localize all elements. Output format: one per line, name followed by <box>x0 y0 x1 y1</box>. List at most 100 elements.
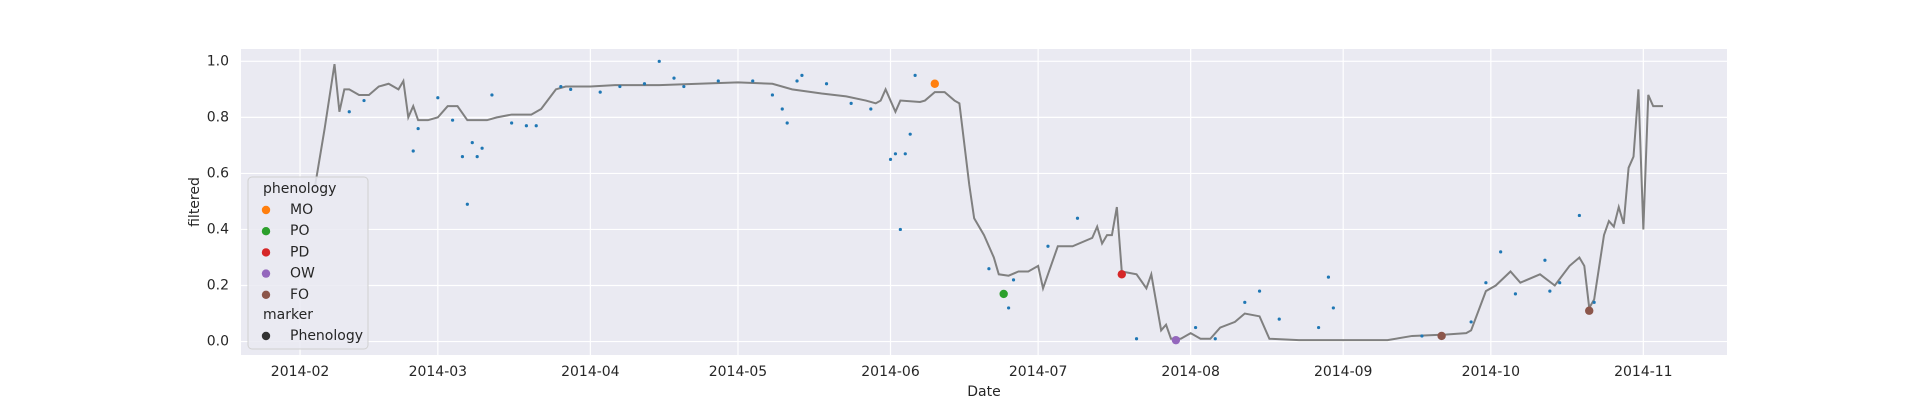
point <box>913 73 917 77</box>
phenology-point <box>1585 306 1594 315</box>
phenology-point <box>999 289 1008 299</box>
x-tick-label: 2014-02 <box>271 364 330 380</box>
point <box>824 82 829 86</box>
point <box>347 110 351 114</box>
x-tick-label: 2014-03 <box>409 364 468 380</box>
point <box>465 202 469 206</box>
x-tick-label: 2014-04 <box>561 364 620 380</box>
point <box>362 98 366 103</box>
point <box>598 90 602 94</box>
point <box>450 118 455 122</box>
point <box>849 101 853 105</box>
phenology-point <box>1437 331 1446 341</box>
point <box>780 107 784 111</box>
point <box>1592 300 1596 304</box>
point <box>618 84 622 89</box>
point <box>751 79 755 83</box>
point <box>1046 244 1050 248</box>
legend-marker <box>261 331 271 341</box>
point <box>480 146 484 150</box>
point <box>569 87 573 91</box>
point <box>534 124 538 128</box>
y-tick-label: 0.8 <box>207 109 229 125</box>
point <box>510 121 514 125</box>
legend-title: phenology <box>263 181 336 197</box>
legend-marker <box>261 227 271 236</box>
legend-label: FO <box>290 287 309 303</box>
point <box>987 267 991 271</box>
point <box>524 124 528 128</box>
legend-label: PO <box>290 223 309 239</box>
legend: phenology MO PO PD OW FO marker Phenology <box>247 176 369 350</box>
point <box>436 96 440 100</box>
y-tick-label: 0.4 <box>207 221 229 237</box>
legend-marker <box>261 290 271 299</box>
point <box>1420 334 1424 338</box>
y-axis-label: filtered <box>187 177 203 227</box>
point <box>1075 216 1080 220</box>
x-tick-label: 2014-07 <box>1009 364 1068 380</box>
x-tick-label: 2014-10 <box>1462 364 1521 380</box>
x-tick-label: 2014-08 <box>1161 364 1220 380</box>
legend-label: Phenology <box>290 328 363 344</box>
point <box>898 227 902 232</box>
point <box>1469 320 1473 324</box>
point <box>1577 213 1581 218</box>
point <box>416 126 420 131</box>
legend-marker <box>261 205 271 215</box>
point <box>869 107 873 111</box>
point <box>1257 289 1262 293</box>
point <box>770 93 775 97</box>
phenology-point <box>1171 335 1181 345</box>
point <box>460 155 465 159</box>
point <box>1513 292 1518 296</box>
point <box>1193 325 1198 330</box>
legend-title: marker <box>263 307 313 323</box>
point <box>470 140 474 145</box>
x-tick-label: 2014-09 <box>1314 364 1373 380</box>
legend-box <box>247 176 369 350</box>
point <box>642 82 647 86</box>
point <box>1558 281 1562 285</box>
point <box>682 84 686 89</box>
point <box>795 79 799 83</box>
point <box>1543 258 1547 262</box>
point <box>490 93 494 97</box>
marks <box>313 59 1664 345</box>
legend-label: OW <box>290 266 315 282</box>
point <box>1484 281 1488 285</box>
point <box>1277 317 1281 321</box>
legend-marker <box>261 269 271 278</box>
point <box>559 84 563 89</box>
point <box>657 59 661 63</box>
point <box>1213 337 1217 341</box>
y-tick-label: 0.2 <box>207 278 229 294</box>
x-axis-label: Date <box>967 384 1000 400</box>
point <box>411 149 415 153</box>
point <box>672 76 676 80</box>
plot-area <box>241 49 1727 355</box>
point <box>1499 250 1503 254</box>
point <box>893 152 898 156</box>
point <box>903 152 907 156</box>
point <box>1011 278 1016 282</box>
phenology-point <box>1117 270 1126 279</box>
legend-label: PD <box>290 244 309 260</box>
point <box>716 79 720 83</box>
x-tick-label: 2014-11 <box>1614 364 1673 380</box>
x-tick-label: 2014-06 <box>861 364 920 380</box>
point <box>1243 300 1247 304</box>
legend-marker <box>261 248 271 257</box>
point <box>1316 325 1321 330</box>
point <box>1331 306 1335 310</box>
phenology-point <box>930 79 939 88</box>
point <box>800 73 804 77</box>
point <box>785 121 789 125</box>
line <box>313 63 1664 342</box>
x-tick-label: 2014-05 <box>709 364 768 380</box>
point <box>908 132 912 136</box>
y-tick-label: 1.0 <box>207 53 229 69</box>
point <box>1326 275 1331 279</box>
point <box>1134 337 1139 341</box>
